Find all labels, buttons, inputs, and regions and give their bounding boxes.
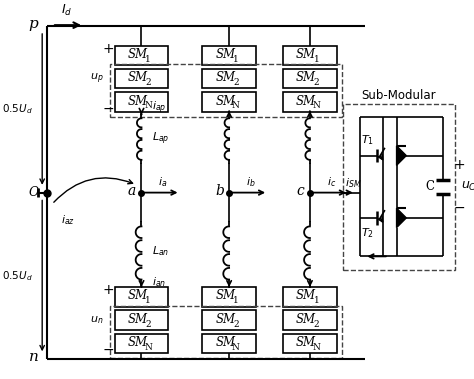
- Bar: [115, 69, 168, 88]
- Bar: [283, 334, 337, 353]
- Text: 1: 1: [314, 55, 319, 64]
- Bar: [202, 287, 256, 307]
- Polygon shape: [397, 208, 406, 228]
- Text: SM: SM: [128, 289, 147, 302]
- Polygon shape: [397, 146, 406, 165]
- Text: $u_C$: $u_C$: [461, 180, 474, 193]
- Text: SM: SM: [128, 313, 147, 326]
- Text: SM: SM: [215, 313, 235, 326]
- Text: $0.5U_d$: $0.5U_d$: [2, 102, 33, 116]
- Text: SM: SM: [215, 289, 235, 302]
- Text: SM: SM: [296, 95, 316, 108]
- Text: N: N: [232, 102, 240, 110]
- Text: 1: 1: [146, 55, 151, 64]
- Text: $L_{an}$: $L_{an}$: [152, 244, 170, 258]
- Text: O: O: [28, 186, 38, 199]
- Bar: [283, 92, 337, 112]
- Text: c: c: [296, 184, 304, 198]
- Text: N: N: [145, 343, 152, 352]
- Text: $i_{ap}$: $i_{ap}$: [152, 99, 166, 116]
- Text: b: b: [215, 184, 224, 198]
- Bar: [283, 287, 337, 307]
- Text: −: −: [102, 102, 114, 116]
- Text: +: +: [102, 283, 114, 297]
- Text: +: +: [102, 42, 114, 55]
- Text: $u_p$: $u_p$: [91, 72, 104, 86]
- Text: p: p: [28, 17, 38, 31]
- Text: N: N: [145, 102, 152, 110]
- Text: $i_{SM}$: $i_{SM}$: [346, 176, 362, 190]
- Bar: [115, 287, 168, 307]
- Text: N: N: [313, 102, 321, 110]
- Text: SM: SM: [128, 48, 147, 61]
- Text: −: −: [453, 201, 465, 215]
- Text: 2: 2: [233, 319, 239, 329]
- Text: $i_{an}$: $i_{an}$: [152, 275, 166, 288]
- Text: SM: SM: [215, 71, 235, 84]
- Bar: [202, 92, 256, 112]
- Text: $T_2$: $T_2$: [361, 227, 374, 240]
- Text: $L_{ap}$: $L_{ap}$: [152, 131, 170, 147]
- Text: $T_1$: $T_1$: [361, 133, 374, 147]
- Bar: [343, 103, 455, 270]
- Text: SM: SM: [215, 336, 235, 349]
- Text: SM: SM: [215, 95, 235, 108]
- Bar: [283, 69, 337, 88]
- Text: 2: 2: [233, 78, 239, 87]
- Text: $0.5U_d$: $0.5U_d$: [2, 269, 33, 283]
- Bar: [202, 310, 256, 330]
- Text: SM: SM: [215, 48, 235, 61]
- Text: a: a: [128, 184, 136, 198]
- Text: SM: SM: [128, 336, 147, 349]
- Text: SM: SM: [296, 71, 316, 84]
- Text: −: −: [102, 343, 114, 357]
- Text: $i_b$: $i_b$: [246, 175, 255, 189]
- Bar: [115, 334, 168, 353]
- Text: SM: SM: [128, 95, 147, 108]
- Text: SM: SM: [296, 48, 316, 61]
- Text: $u_n$: $u_n$: [91, 314, 104, 326]
- Bar: [283, 310, 337, 330]
- Text: 1: 1: [146, 296, 151, 305]
- Text: 2: 2: [146, 78, 151, 87]
- Text: $i_c$: $i_c$: [327, 175, 336, 189]
- Bar: [202, 334, 256, 353]
- Bar: [115, 92, 168, 112]
- Bar: [110, 305, 342, 358]
- Text: 2: 2: [146, 319, 151, 329]
- Text: SM: SM: [296, 313, 316, 326]
- Text: n: n: [28, 350, 38, 364]
- Text: SM: SM: [296, 336, 316, 349]
- Text: C: C: [425, 180, 434, 193]
- Text: 2: 2: [314, 319, 319, 329]
- Bar: [110, 64, 342, 117]
- Text: Sub-Modular: Sub-Modular: [362, 89, 436, 102]
- Bar: [202, 45, 256, 65]
- Bar: [283, 45, 337, 65]
- Text: 1: 1: [233, 296, 239, 305]
- Text: SM: SM: [128, 71, 147, 84]
- Text: +: +: [453, 158, 465, 172]
- Text: 1: 1: [314, 296, 319, 305]
- Bar: [115, 45, 168, 65]
- Text: $i_{az}$: $i_{az}$: [62, 213, 75, 227]
- Bar: [115, 310, 168, 330]
- Text: N: N: [313, 343, 321, 352]
- Text: N: N: [232, 343, 240, 352]
- Text: SM: SM: [296, 289, 316, 302]
- Text: 1: 1: [233, 55, 239, 64]
- Bar: [202, 69, 256, 88]
- Text: $i_a$: $i_a$: [158, 175, 168, 189]
- Text: 2: 2: [314, 78, 319, 87]
- Text: $I_d$: $I_d$: [61, 3, 72, 18]
